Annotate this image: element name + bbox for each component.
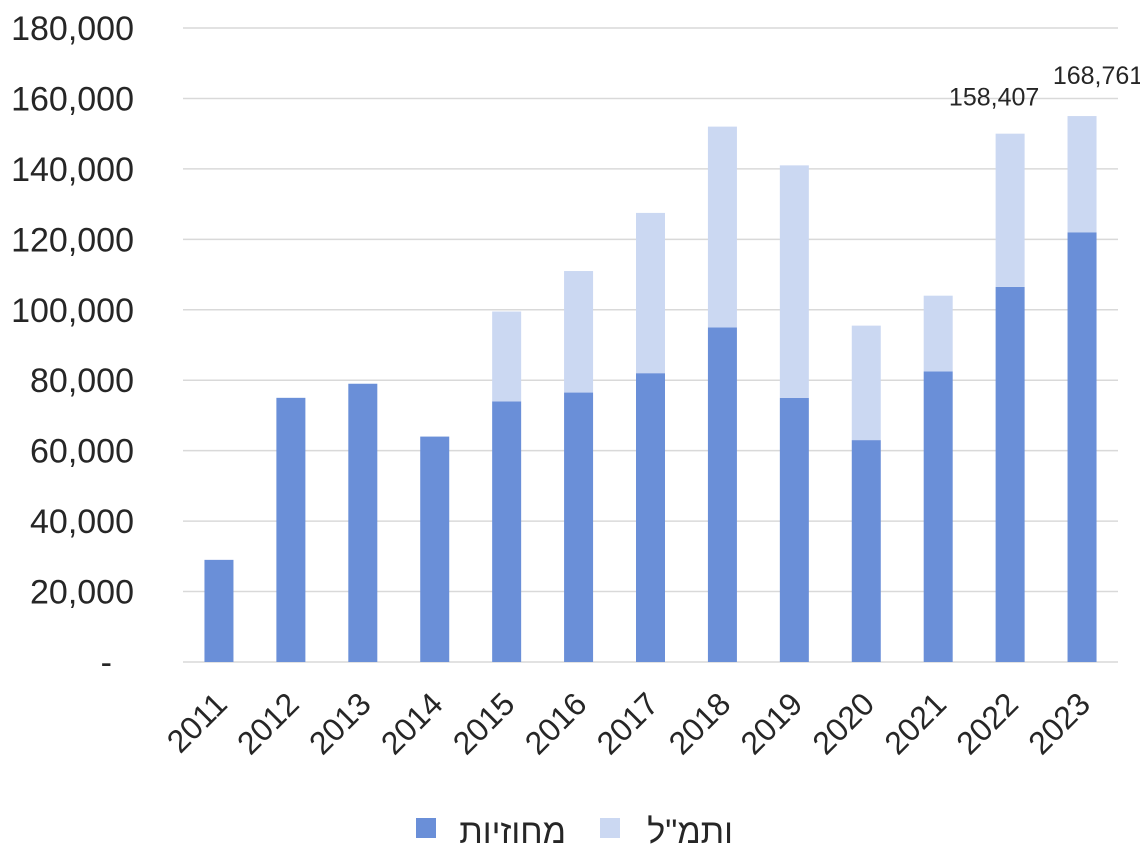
x-tick-label: 2016 [518,685,594,761]
bar-segment-series-1 [492,311,522,402]
x-tick-label: 2019 [734,685,810,761]
x-tick-label: 2012 [230,685,306,761]
y-tick-label: 140,000 [11,151,134,189]
x-axis-tick-labels: 2011201220132014201520162017201820192020… [160,685,1097,761]
y-tick-label: 60,000 [30,433,134,471]
bar-segment-series-0 [636,373,665,662]
bar-total-label: 168,761 [1053,62,1140,90]
bar-segment-series-0 [348,383,378,662]
bar-segment-series-0 [995,286,1025,662]
bar-segment-series-1 [707,126,737,328]
bar-segment-series-1 [779,165,809,398]
bar-segment-series-1 [1067,116,1097,233]
bar-segment-series-0 [564,392,594,662]
bar-segment-series-0 [707,327,737,662]
y-tick-label: 120,000 [11,221,134,259]
bar-total-label: 158,407 [949,84,1039,112]
y-axis-tick-labels: - 20,000 40,000 60,000 80,000 100,000 120,000 1… [11,10,134,682]
y-tick-label: 40,000 [30,503,134,541]
bar-segment-series-1 [851,325,881,441]
bar-segment-series-0 [851,440,881,662]
total-annotations: 158,407 168,761 [949,62,1140,112]
legend: מחוזיות ותמ"ל [416,813,733,847]
bar-segment-series-0 [492,401,522,662]
x-tick-label: 2013 [302,685,378,761]
legend-label: מחוזיות [459,813,566,847]
x-tick-label: 2020 [805,685,881,761]
y-tick-label: 20,000 [30,574,134,612]
x-tick-label: 2014 [374,685,450,761]
y-tick-label: 180,000 [11,10,134,48]
y-tick-label: - [101,644,112,682]
bar-segment-series-1 [636,212,665,374]
x-tick-label: 2022 [949,685,1025,761]
bar-segment-series-1 [564,271,594,393]
legend-swatch [416,818,436,838]
bar-segment-series-0 [420,436,450,662]
x-tick-label: 2017 [590,685,666,761]
x-tick-label: 2021 [877,685,953,761]
x-tick-label: 2015 [446,685,522,761]
x-tick-label: 2018 [662,685,738,761]
legend-swatch [600,818,620,838]
legend-label: ותמ"ל [647,813,733,847]
bar-segment-series-0 [204,559,234,662]
bar-segment-series-1 [923,295,953,372]
x-tick-label: 2023 [1021,685,1097,761]
bar-segment-series-1 [995,133,1025,287]
bar-segment-series-0 [276,397,306,662]
y-tick-label: 80,000 [30,362,134,400]
bars [204,116,1097,663]
bar-segment-series-0 [1067,232,1097,663]
y-tick-label: 160,000 [11,80,134,118]
bar-segment-series-0 [779,397,809,662]
bar-segment-series-0 [923,371,953,662]
x-tick-label: 2011 [160,685,234,759]
y-tick-label: 100,000 [11,292,134,330]
